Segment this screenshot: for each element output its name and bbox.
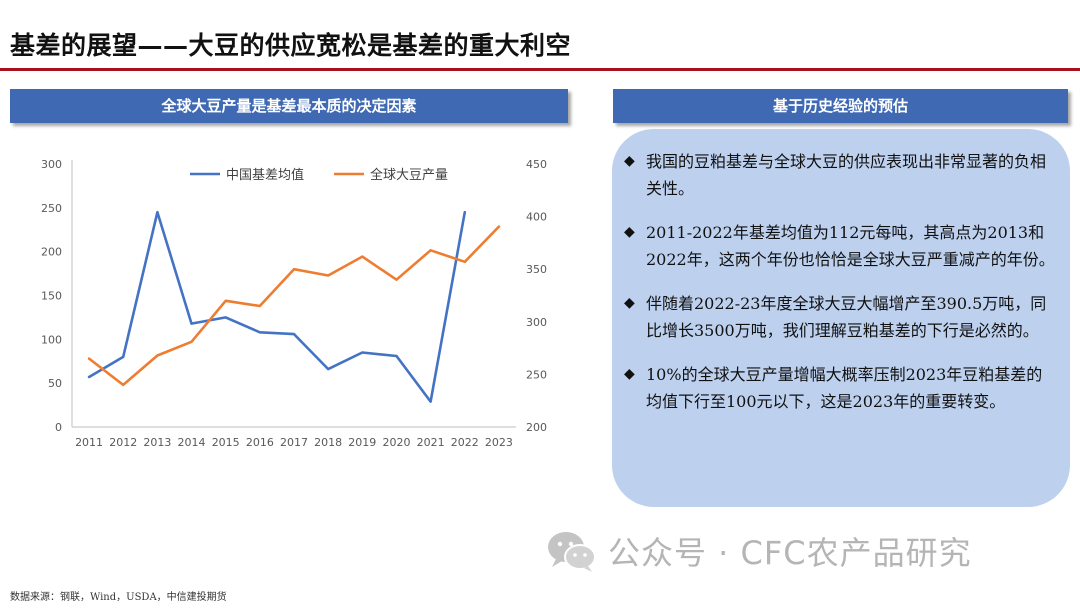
y-right-tick-label: 200 xyxy=(526,421,547,434)
watermark-text: 公众号 · CFC农产品研究 xyxy=(608,534,972,572)
x-tick-label: 2014 xyxy=(178,436,206,449)
x-tick-label: 2012 xyxy=(109,436,137,449)
x-tick-label: 2023 xyxy=(485,436,513,449)
page-title: 基差的展望——大豆的供应宽松是基差的重大利空 xyxy=(10,31,572,60)
estimate-point-text: 伴随着2022-23年度全球大豆大幅增产至390.5万吨，同比增长3500万吨，… xyxy=(646,294,1047,340)
y-right-tick-label: 350 xyxy=(526,263,547,276)
x-tick-label: 2011 xyxy=(75,436,103,449)
wechat-icon xyxy=(548,532,596,572)
data-source: 数据来源：钢联，Wind，USDA，中信建投期货 xyxy=(10,592,227,603)
estimate-panel xyxy=(612,129,1070,507)
series-line xyxy=(87,210,467,403)
y-left-tick-label: 50 xyxy=(48,377,62,390)
y-left-tick-label: 150 xyxy=(41,290,62,303)
x-tick-label: 2019 xyxy=(348,436,376,449)
estimate-point: ◆ 我国的豆粕基差与全球大豆的供应表现出非常显著的负相关性。 xyxy=(624,148,1056,202)
estimate-point: ◆ 伴随着2022-23年度全球大豆大幅增产至390.5万吨，同比增长3500万… xyxy=(624,290,1056,344)
diamond-bullet-icon: ◆ xyxy=(624,153,635,169)
y-right-tick-label: 300 xyxy=(526,316,547,329)
series-line xyxy=(87,225,501,387)
title-rule xyxy=(0,68,1080,71)
y-left-tick-label: 300 xyxy=(41,158,62,171)
x-tick-label: 2020 xyxy=(382,436,410,449)
x-tick-label: 2022 xyxy=(451,436,479,449)
estimate-point-text: 我国的豆粕基差与全球大豆的供应表现出非常显著的负相关性。 xyxy=(646,152,1047,198)
y-right-tick-label: 250 xyxy=(526,368,547,381)
legend-label: 中国基差均值 xyxy=(226,167,304,183)
estimate-point-text: 2011-2022年基差均值为112元每吨，其高点为2013和2022年，这两个… xyxy=(646,223,1055,269)
y-left-tick-label: 200 xyxy=(41,246,62,259)
diamond-bullet-icon: ◆ xyxy=(624,295,635,311)
estimate-point: ◆ 10%的全球大豆产量增幅大概率压制2023年豆粕基差的均值下行至100元以下… xyxy=(624,361,1056,415)
line-chart: 0 50 100 150 200 250 300 200 250 300 350 400 450 2011… xyxy=(41,158,547,449)
x-tick-label: 2013 xyxy=(143,436,171,449)
x-tick-label: 2018 xyxy=(314,436,342,449)
diamond-bullet-icon: ◆ xyxy=(624,224,635,240)
legend-label: 全球大豆产量 xyxy=(370,167,448,183)
y-right-tick-label: 450 xyxy=(526,158,547,171)
x-tick-label: 2017 xyxy=(280,436,308,449)
y-left-tick-label: 100 xyxy=(41,333,62,346)
estimate-points: ◆ 我国的豆粕基差与全球大豆的供应表现出非常显著的负相关性。 ◆ 2011-20… xyxy=(624,148,1056,432)
estimate-point: ◆ 2011-2022年基差均值为112元每吨，其高点为2013和2022年，这… xyxy=(624,219,1056,273)
y-left-tick-label: 0 xyxy=(55,421,62,434)
y-left-tick-label: 250 xyxy=(41,202,62,215)
x-tick-label: 2015 xyxy=(212,436,240,449)
diamond-bullet-icon: ◆ xyxy=(624,366,635,382)
x-tick-label: 2016 xyxy=(246,436,274,449)
x-tick-label: 2021 xyxy=(417,436,445,449)
y-right-tick-label: 400 xyxy=(526,211,547,224)
watermark: 公众号 · CFC农产品研究 xyxy=(546,528,972,574)
right-banner: 基于历史经验的预估 xyxy=(613,89,1068,123)
estimate-point-text: 10%的全球大豆产量增幅大概率压制2023年豆粕基差的均值下行至100元以下，这… xyxy=(646,365,1043,411)
left-banner: 全球大豆产量是基差最本质的决定因素 xyxy=(10,89,568,123)
